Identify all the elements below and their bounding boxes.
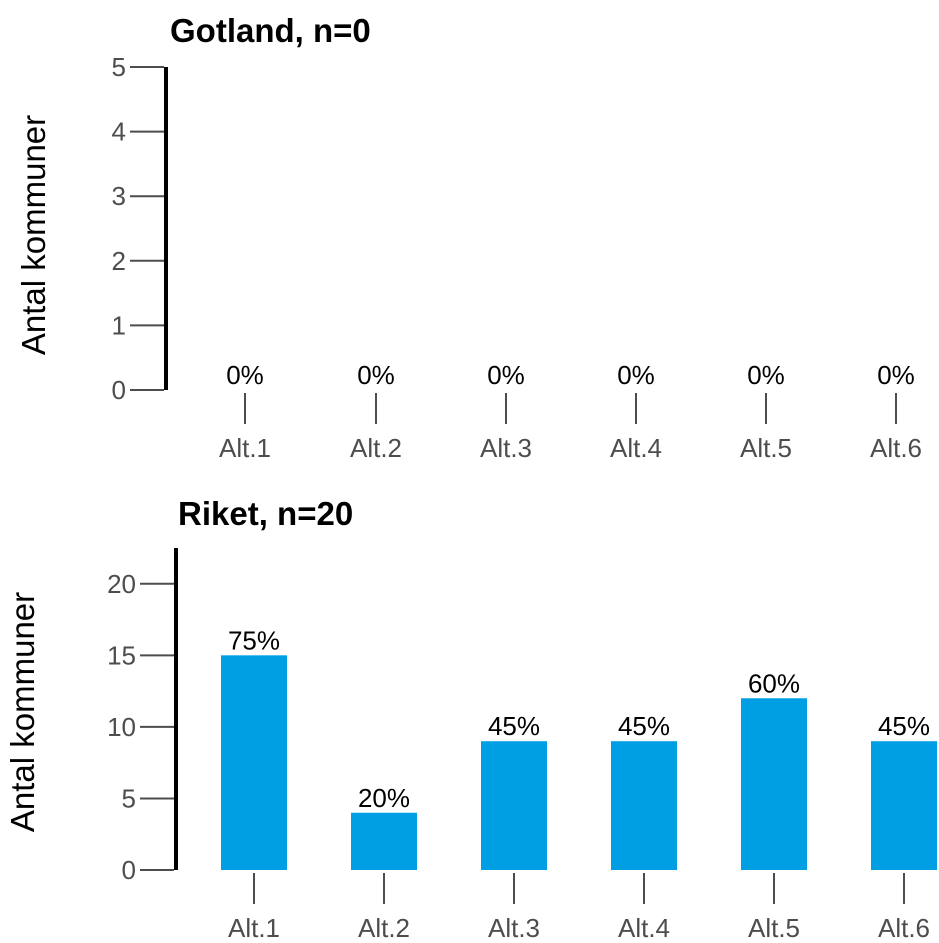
x-tick-label: Alt.4: [610, 433, 662, 463]
x-tick-label: Alt.6: [878, 913, 930, 943]
bar-data-label: 0%: [747, 360, 785, 390]
y-axis-label: Antal kommuner: [15, 115, 52, 355]
x-tick-label: Alt.6: [870, 433, 922, 463]
bar-data-label: 20%: [358, 783, 410, 813]
bar-data-label: 75%: [228, 625, 280, 655]
bar: [741, 698, 807, 870]
y-tick-label: 15: [107, 640, 136, 670]
x-tick-label: Alt.3: [480, 433, 532, 463]
y-tick-label: 3: [112, 181, 126, 211]
x-tick-label: Alt.2: [358, 913, 410, 943]
chart-title: Riket, n=20: [178, 495, 353, 532]
bar-data-label: 0%: [226, 360, 264, 390]
chart-panel-1: Gotland, n=0 Antal kommuner 0 1 2 3 4 5 0% Alt.1 0…: [15, 12, 922, 463]
chart-panel-2: Riket, n=20 Antal kommuner 0 5 10 15 20 75% Alt.…: [4, 495, 937, 943]
y-tick-label: 2: [112, 246, 126, 276]
bar-data-label: 0%: [877, 360, 915, 390]
bar: [611, 741, 677, 870]
x-tick-label: Alt.5: [740, 433, 792, 463]
bar-data-label: 45%: [488, 711, 540, 741]
y-tick-label: 10: [107, 712, 136, 742]
bar-data-label: 0%: [357, 360, 395, 390]
y-tick-label: 4: [112, 117, 126, 147]
y-tick-label: 20: [107, 569, 136, 599]
chart-title: Gotland, n=0: [170, 12, 371, 49]
y-tick-label: 0: [122, 855, 136, 885]
y-tick-label: 0: [112, 375, 126, 405]
bar: [481, 741, 547, 870]
x-tick-label: Alt.1: [219, 433, 271, 463]
bar-data-label: 60%: [748, 668, 800, 698]
bar-data-label: 45%: [878, 711, 930, 741]
x-tick-label: Alt.3: [488, 913, 540, 943]
bar-data-label: 0%: [487, 360, 525, 390]
y-tick-label: 5: [122, 783, 136, 813]
x-tick-label: Alt.2: [350, 433, 402, 463]
x-tick-label: Alt.1: [228, 913, 280, 943]
x-tick-label: Alt.4: [618, 913, 670, 943]
y-tick-label: 5: [112, 52, 126, 82]
bar: [351, 812, 417, 870]
y-axis-label: Antal kommuner: [4, 592, 41, 832]
y-tick-label: 1: [112, 310, 126, 340]
bar: [871, 741, 937, 870]
bar: [221, 655, 287, 870]
bar-data-label: 0%: [617, 360, 655, 390]
x-tick-label: Alt.5: [748, 913, 800, 943]
bar-data-label: 45%: [618, 711, 670, 741]
